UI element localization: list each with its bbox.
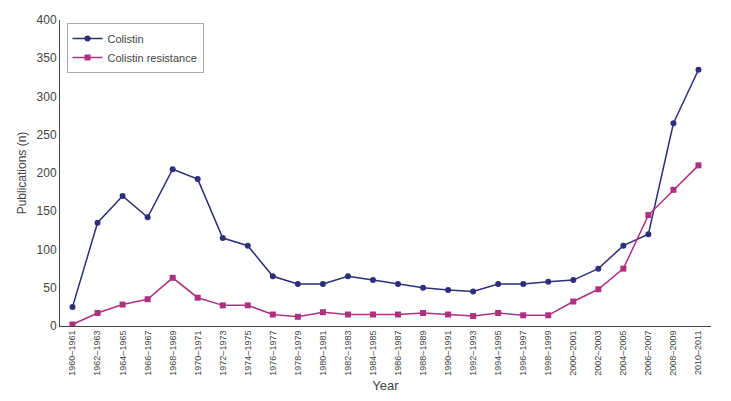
- svg-text:1994–1995: 1994–1995: [493, 331, 503, 376]
- svg-text:300: 300: [37, 90, 57, 104]
- svg-text:1976–1977: 1976–1977: [268, 331, 278, 376]
- svg-text:Colistin resistance: Colistin resistance: [108, 52, 197, 64]
- svg-text:1984–1985: 1984–1985: [368, 331, 378, 376]
- svg-text:2010–2011: 2010–2011: [693, 331, 703, 375]
- svg-text:1978–1979: 1978–1979: [293, 331, 303, 376]
- svg-text:100: 100: [37, 243, 57, 257]
- svg-text:0: 0: [50, 319, 57, 333]
- svg-text:2004–2005: 2004–2005: [618, 331, 628, 376]
- svg-text:1964–1965: 1964–1965: [118, 331, 128, 376]
- svg-text:150: 150: [37, 204, 57, 218]
- svg-text:1968–1969: 1968–1969: [168, 331, 178, 376]
- svg-text:400: 400: [37, 13, 57, 27]
- svg-text:1960–1961: 1960–1961: [67, 331, 77, 376]
- svg-text:1970–1971: 1970–1971: [193, 331, 203, 376]
- svg-text:2008–2009: 2008–2009: [668, 331, 678, 376]
- svg-text:1986–1987: 1986–1987: [393, 331, 403, 376]
- svg-text:350: 350: [37, 51, 57, 65]
- svg-text:50: 50: [43, 281, 57, 295]
- svg-text:Year: Year: [372, 378, 399, 393]
- svg-text:Publications (n): Publications (n): [15, 132, 29, 215]
- svg-text:1962–1963: 1962–1963: [92, 331, 102, 376]
- svg-text:1972–1973: 1972–1973: [218, 331, 228, 376]
- svg-text:1998–1999: 1998–1999: [543, 331, 553, 376]
- svg-text:2006–2007: 2006–2007: [643, 331, 653, 376]
- svg-text:Colistin: Colistin: [108, 33, 144, 45]
- svg-text:1982–1983: 1982–1983: [343, 331, 353, 376]
- svg-text:200: 200: [37, 166, 57, 180]
- svg-text:1966–1967: 1966–1967: [143, 331, 153, 376]
- svg-text:1992–1993: 1992–1993: [468, 331, 478, 376]
- svg-text:1980–1981: 1980–1981: [318, 331, 328, 376]
- svg-text:1988–1989: 1988–1989: [418, 331, 428, 376]
- svg-text:1974–1975: 1974–1975: [243, 331, 253, 376]
- svg-text:2002–2003: 2002–2003: [593, 331, 603, 376]
- svg-text:2000–2001: 2000–2001: [568, 331, 578, 376]
- svg-text:1996–1997: 1996–1997: [518, 331, 528, 376]
- svg-text:250: 250: [37, 128, 57, 142]
- svg-text:1990–1991: 1990–1991: [443, 331, 453, 376]
